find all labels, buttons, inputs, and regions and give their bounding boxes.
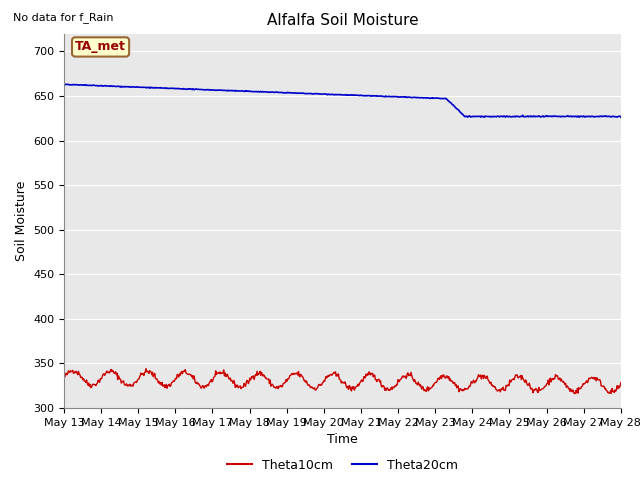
Title: Alfalfa Soil Moisture: Alfalfa Soil Moisture — [267, 13, 418, 28]
Text: No data for f_Rain: No data for f_Rain — [13, 12, 113, 23]
Y-axis label: Soil Moisture: Soil Moisture — [15, 180, 28, 261]
Text: TA_met: TA_met — [75, 40, 126, 53]
X-axis label: Time: Time — [327, 433, 358, 446]
Legend: Theta10cm, Theta20cm: Theta10cm, Theta20cm — [222, 454, 463, 477]
